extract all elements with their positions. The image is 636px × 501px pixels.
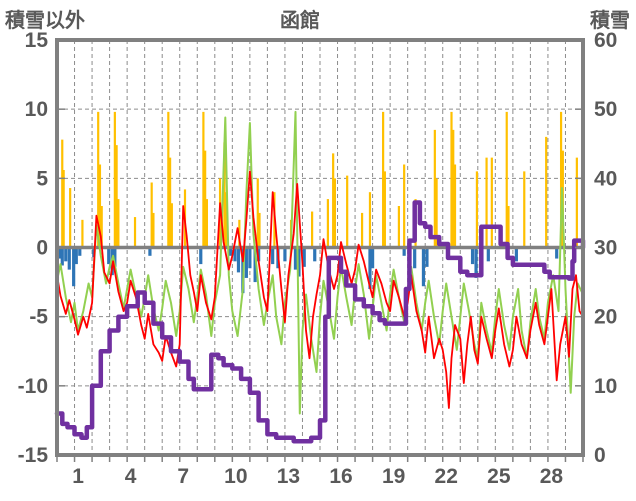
right-axis-title: 積雪: [590, 10, 630, 32]
right-axis-tick-label: 60: [594, 29, 617, 52]
x-axis-tick-label: 7: [177, 465, 189, 488]
x-axis-tick-label: 25: [487, 465, 511, 488]
left-axis-tick-label: 10: [25, 98, 48, 121]
right-axis-tick-label: 30: [594, 237, 617, 260]
right-axis-tick-label: 20: [594, 306, 617, 329]
plot-frame: [55, 38, 585, 457]
left-axis-title: 積雪以外: [5, 10, 85, 32]
left-axis-tick-label: -10: [18, 375, 48, 398]
left-axis-tick-label: 5: [36, 167, 48, 190]
x-axis-tick-label: 16: [329, 465, 352, 488]
chart-title: 函館: [280, 10, 320, 32]
left-axis-tick-label: -5: [29, 306, 48, 329]
x-axis-tick-label: 10: [224, 465, 247, 488]
x-axis-tick-label: 1: [72, 465, 84, 488]
x-axis-tick-label: 19: [382, 465, 405, 488]
left-axis-tick-label: -15: [18, 444, 49, 467]
green-line: [56, 110, 584, 415]
x-axis-tick-label: 13: [277, 465, 300, 488]
right-axis-tick-label: 50: [594, 98, 617, 121]
right-axis-tick-label: 40: [594, 167, 617, 190]
x-axis-tick-label: 4: [125, 465, 137, 488]
left-axis-tick-label: 15: [25, 29, 49, 52]
left-axis-tick-label: 0: [36, 237, 48, 260]
right-axis-tick-label: 10: [594, 375, 617, 398]
right-axis-tick-label: 0: [594, 444, 606, 467]
snow-depth-line: [54, 200, 586, 444]
red-temperature-line: [56, 170, 584, 409]
x-axis-tick-label: 28: [540, 465, 564, 488]
x-axis-tick-label: 22: [435, 465, 458, 488]
